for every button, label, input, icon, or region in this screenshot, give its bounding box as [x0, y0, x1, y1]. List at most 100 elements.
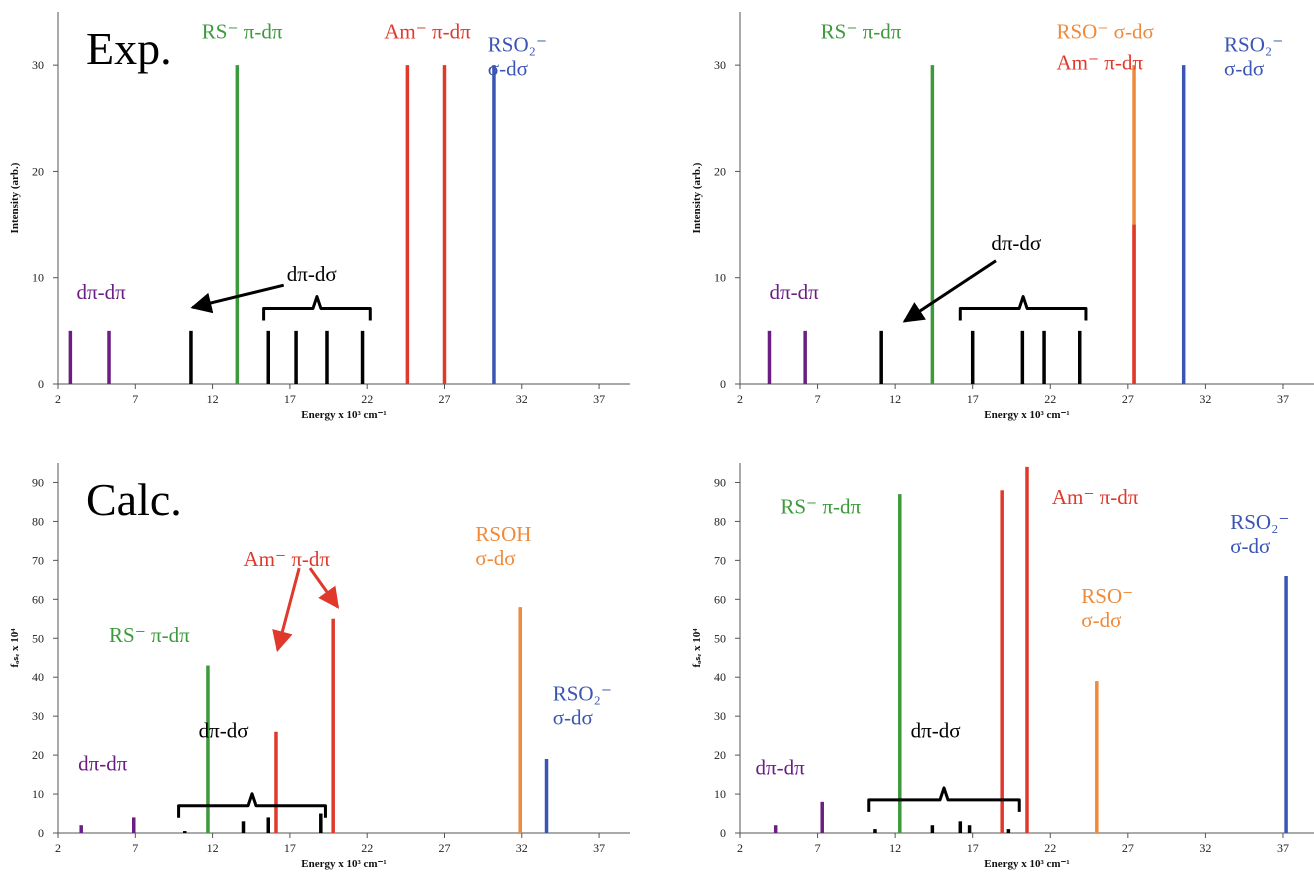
x-tick-label: 32: [1199, 392, 1211, 406]
annotation-label: dπ-dπ: [77, 280, 127, 304]
x-tick-label: 12: [889, 392, 901, 406]
annotation-label: Am⁻ π-dπ: [384, 20, 471, 44]
x-tick-label: 32: [1199, 841, 1211, 855]
y-tick-label: 20: [32, 748, 44, 762]
x-tick-label: 27: [1122, 392, 1134, 406]
y-tick-label: 50: [32, 631, 44, 645]
x-axis-title: Energy x 10³ cm⁻¹: [984, 858, 1069, 870]
x-tick-label: 27: [1122, 841, 1134, 855]
y-axis-title: fₒₛₑ x 10⁴: [9, 628, 21, 668]
brace: [177, 792, 327, 818]
annotation-label: Am⁻ π-dπ: [1056, 50, 1143, 74]
x-tick-label: 37: [593, 841, 605, 855]
y-axis-title: Intensity (arb.): [691, 162, 703, 233]
y-tick-label: 90: [714, 475, 726, 489]
y-tick-label: 0: [38, 826, 44, 840]
y-tick-label: 20: [714, 164, 726, 178]
annotation-label: RSO⁻ σ-dσ: [1081, 584, 1133, 632]
y-tick-label: 90: [32, 475, 44, 489]
x-tick-label: 2: [737, 841, 743, 855]
y-tick-label: 30: [32, 709, 44, 723]
annotation-label: dπ-dσ: [991, 231, 1041, 255]
annotation-label: RSO⁻ σ-dσ: [1056, 20, 1153, 44]
annotation-label: RSO₂⁻ σ-dσ: [1230, 510, 1289, 558]
y-tick-label: 20: [714, 748, 726, 762]
annotation-label: RSOH σ-dσ: [475, 522, 531, 570]
annotation-label: dπ-dπ: [78, 752, 128, 776]
annotation-label: RS⁻ π-dπ: [821, 20, 902, 44]
y-tick-label: 0: [720, 826, 726, 840]
y-axis-title: Intensity (arb.): [9, 162, 21, 233]
x-tick-label: 12: [207, 392, 219, 406]
x-tick-label: 17: [284, 841, 296, 855]
y-tick-label: 10: [714, 787, 726, 801]
x-tick-label: 7: [815, 392, 821, 406]
y-tick-label: 0: [38, 377, 44, 391]
annotation-label: RSO₂⁻ σ-dσ: [553, 682, 612, 730]
x-tick-label: 17: [967, 841, 979, 855]
x-tick-label: 2: [55, 841, 61, 855]
y-tick-label: 20: [32, 164, 44, 178]
brace: [867, 786, 1021, 812]
annotation-label: RS⁻ π-dπ: [109, 623, 190, 647]
annotation-arrow: [190, 283, 285, 314]
annotation-label: dπ-dπ: [756, 756, 806, 780]
annotation-arrow: [272, 567, 301, 652]
chart-panel-bottom-right: 2 7 12 17 22 27 32 370102030405060708090Energy …: [691, 463, 1314, 870]
y-tick-label: 40: [32, 670, 44, 684]
x-tick-label: 12: [889, 841, 901, 855]
x-tick-label: 27: [438, 392, 450, 406]
x-tick-label: 7: [132, 392, 138, 406]
annotation-label: Am⁻ π-dπ: [1052, 485, 1139, 509]
x-tick-label: 7: [132, 841, 138, 855]
brace: [262, 295, 372, 321]
annotation-label: RS⁻ π-dπ: [780, 495, 861, 519]
y-tick-label: 50: [714, 631, 726, 645]
y-tick-label: 30: [714, 58, 726, 72]
annotation-label: RSO₂⁻ σ-dσ: [1224, 32, 1283, 80]
annotation-arrow: [902, 259, 997, 323]
y-tick-label: 10: [32, 787, 44, 801]
y-tick-label: 60: [32, 592, 44, 606]
y-tick-label: 80: [714, 514, 726, 528]
annotation-label: dπ-dσ: [911, 719, 961, 743]
y-tick-label: 30: [32, 58, 44, 72]
x-tick-label: 37: [1277, 841, 1289, 855]
y-tick-label: 10: [32, 271, 44, 285]
annotation-label: dπ-dσ: [199, 719, 249, 743]
y-tick-label: 40: [714, 670, 726, 684]
x-axis-title: Energy x 10³ cm⁻¹: [301, 409, 386, 421]
annotation-arrow: [308, 567, 340, 609]
x-tick-label: 22: [361, 392, 373, 406]
x-tick-label: 7: [815, 841, 821, 855]
x-tick-label: 37: [1277, 392, 1289, 406]
annotation-label: Am⁻ π-dπ: [244, 547, 331, 571]
x-tick-label: 22: [1044, 841, 1056, 855]
panel-label: Exp.: [86, 23, 172, 74]
y-tick-label: 70: [714, 553, 726, 567]
x-tick-label: 32: [516, 841, 528, 855]
annotation-label: RSO₂⁻ σ-dσ: [488, 32, 547, 80]
chart-panel-bottom-left: 2 7 12 17 22 27 32 370102030405060708090Energy …: [9, 463, 630, 870]
x-tick-label: 22: [361, 841, 373, 855]
annotation-label: dπ-dπ: [769, 280, 819, 304]
x-tick-label: 32: [516, 392, 528, 406]
y-tick-label: 60: [714, 592, 726, 606]
y-tick-label: 70: [32, 553, 44, 567]
x-tick-label: 2: [737, 392, 743, 406]
x-axis-title: Energy x 10³ cm⁻¹: [984, 409, 1069, 421]
x-tick-label: 27: [438, 841, 450, 855]
annotation-label: RS⁻ π-dπ: [202, 20, 283, 44]
brace: [958, 295, 1088, 321]
x-tick-label: 17: [284, 392, 296, 406]
y-tick-label: 0: [720, 377, 726, 391]
x-tick-label: 22: [1044, 392, 1056, 406]
panel-label: Calc.: [86, 474, 182, 525]
x-tick-label: 2: [55, 392, 61, 406]
x-tick-label: 37: [593, 392, 605, 406]
y-tick-label: 30: [714, 709, 726, 723]
x-tick-label: 12: [207, 841, 219, 855]
x-tick-label: 17: [967, 392, 979, 406]
